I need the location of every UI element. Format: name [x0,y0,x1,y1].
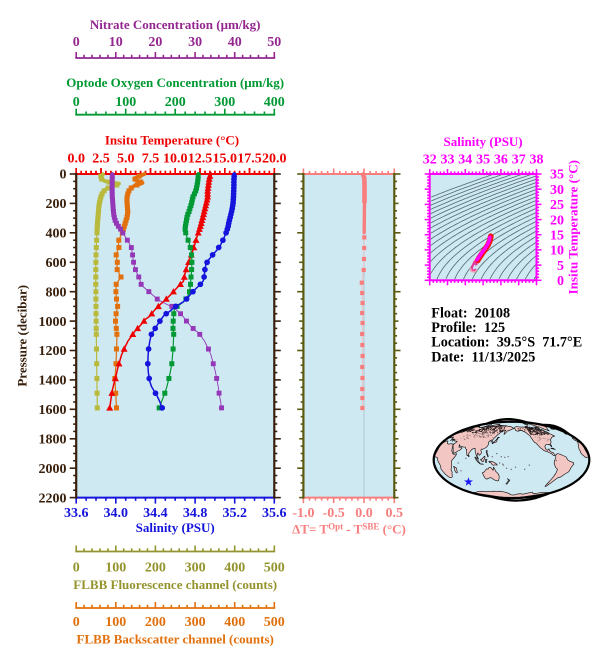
svg-text:35.6: 35.6 [262,506,287,521]
svg-text:50: 50 [267,35,281,50]
svg-text:34: 34 [458,153,472,168]
svg-text:200: 200 [145,561,166,576]
svg-text:200: 200 [145,615,166,630]
svg-text:38: 38 [530,153,544,168]
svg-text:12.5: 12.5 [188,152,213,167]
svg-text:35: 35 [476,153,490,168]
svg-text:600: 600 [46,256,67,271]
svg-text:33.6: 33.6 [64,506,89,521]
svg-text:200: 200 [165,95,186,110]
svg-text:0.5: 0.5 [386,506,404,521]
svg-text:0: 0 [60,168,67,183]
svg-text:20: 20 [148,35,162,50]
svg-text:500: 500 [264,615,285,630]
svg-text:10.0: 10.0 [163,152,188,167]
svg-text:0: 0 [557,274,564,289]
svg-text:Optode Oxygen Concentration (μ: Optode Oxygen Concentration (μm/kg) [66,75,284,90]
svg-text:30: 30 [188,35,202,50]
svg-text:17.5: 17.5 [237,152,262,167]
svg-text:300: 300 [185,561,206,576]
svg-text:37: 37 [512,153,526,168]
svg-text:25: 25 [550,198,564,213]
svg-text:1600: 1600 [39,403,67,418]
svg-text:15: 15 [550,228,564,243]
svg-text:1000: 1000 [39,315,67,330]
svg-text:FLBB Backscatter channel (coun: FLBB Backscatter channel (counts) [77,632,274,647]
svg-text:0: 0 [73,35,80,50]
svg-text:Location: 39.5°S 71.7°E: Location: 39.5°S 71.7°E [431,335,582,351]
svg-text:20.0: 20.0 [262,152,287,167]
svg-text:300: 300 [185,615,206,630]
svg-text:Profile: 125: Profile: 125 [431,320,505,336]
svg-text:5: 5 [557,259,564,274]
svg-text:0.0: 0.0 [355,506,373,521]
svg-text:100: 100 [115,95,136,110]
svg-text:Date: 11/13/2025: Date: 11/13/2025 [431,349,535,365]
svg-text:0: 0 [73,561,80,576]
svg-text:400: 400 [264,95,285,110]
svg-text:10: 10 [550,244,564,259]
svg-text:0.0: 0.0 [67,152,85,167]
svg-text:Insitu Temperature (°C): Insitu Temperature (°C) [566,160,581,294]
svg-text:800: 800 [46,285,67,300]
svg-text:500: 500 [264,561,285,576]
svg-text:Insitu Temperature (°C): Insitu Temperature (°C) [105,133,239,148]
svg-text:2000: 2000 [39,462,67,477]
svg-text:1400: 1400 [39,374,67,389]
svg-text:15.0: 15.0 [213,152,238,167]
svg-text:34.8: 34.8 [183,506,208,521]
svg-text:400: 400 [46,227,67,242]
svg-text:34.0: 34.0 [104,506,129,521]
svg-text:400: 400 [224,561,245,576]
svg-text:20: 20 [550,213,564,228]
svg-text:Pressure (decibar): Pressure (decibar) [15,285,30,387]
svg-text:200: 200 [46,197,67,212]
svg-text:7.5: 7.5 [142,152,160,167]
svg-text:400: 400 [224,615,245,630]
svg-text:100: 100 [105,561,126,576]
svg-text:300: 300 [214,95,235,110]
svg-text:33: 33 [441,153,455,168]
svg-text:35.2: 35.2 [222,506,247,521]
svg-text:40: 40 [228,35,242,50]
svg-text:Salinity (PSU): Salinity (PSU) [444,134,523,149]
svg-text:-1.0: -1.0 [292,506,314,521]
svg-text:0: 0 [73,95,80,110]
svg-text:1800: 1800 [39,433,67,448]
svg-text:2.5: 2.5 [92,152,110,167]
svg-text:0: 0 [73,615,80,630]
svg-text:5.0: 5.0 [117,152,135,167]
svg-text:1200: 1200 [39,344,67,359]
svg-text:35: 35 [550,168,564,183]
svg-text:FLBB Fluorescence channel (cou: FLBB Fluorescence channel (counts) [73,577,277,592]
svg-text:ΔT= TOpt - TSBE (°C): ΔT= TOpt - TSBE (°C) [292,522,406,537]
svg-text:30: 30 [550,183,564,198]
svg-text:34.4: 34.4 [143,506,168,521]
svg-text:Float: 20108: Float: 20108 [431,306,510,322]
svg-text:Salinity (PSU): Salinity (PSU) [136,520,215,535]
svg-text:32: 32 [423,153,437,168]
svg-text:10: 10 [109,35,123,50]
svg-text:100: 100 [105,615,126,630]
svg-text:36: 36 [494,153,508,168]
svg-text:Nitrate Concentration (μm/kg): Nitrate Concentration (μm/kg) [90,17,261,32]
svg-text:2200: 2200 [39,491,67,506]
svg-text:-0.5: -0.5 [323,506,345,521]
